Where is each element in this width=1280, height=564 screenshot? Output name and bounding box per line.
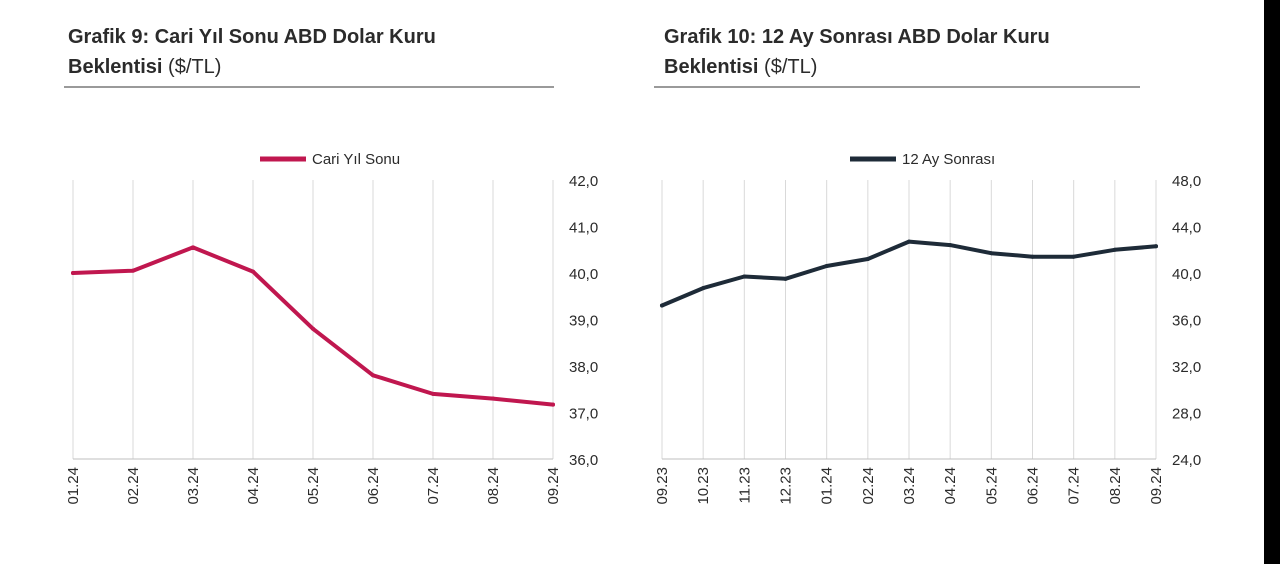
x-tick-label: 01.24: [819, 467, 836, 505]
y-tick-label: 39,0: [569, 313, 598, 330]
data-point: [1112, 247, 1117, 252]
x-tick-label: 07.24: [425, 467, 442, 505]
y-tick-label: 32,0: [1172, 359, 1201, 376]
data-point: [311, 326, 315, 331]
data-point: [742, 274, 747, 279]
chart-title-line2: Beklentisi: [664, 56, 759, 78]
line-chart-svg: 36,0 37,0 38,0 39,0 40,0 41,0 42,0 01.24 02.24 03…: [65, 151, 598, 505]
x-tick-label: 03.24: [185, 467, 202, 505]
x-tick-label: 11.23: [736, 467, 753, 503]
data-point: [989, 251, 994, 256]
x-tick-label: 05.24: [305, 467, 322, 505]
data-point: [865, 257, 870, 262]
x-tick-label: 06.24: [1025, 467, 1042, 505]
chart-title-line1: Grafik 10: 12 Ay Sonrası ABD Dolar Kuru: [664, 26, 1050, 48]
x-tick-label: 01.24: [65, 467, 82, 505]
chart-title-line1: Grafik 9: Cari Yıl Sonu ABD Dolar Kuru: [68, 26, 436, 48]
chart-title: Grafik 10: 12 Ay Sonrası ABD Dolar Kuru …: [664, 22, 1050, 82]
y-tick-label: 41,0: [569, 220, 598, 237]
x-tick-label: 05.24: [983, 467, 1000, 505]
data-point: [1071, 254, 1076, 259]
data-point: [1030, 254, 1035, 259]
legend-label: Cari Yıl Sonu: [312, 151, 400, 168]
chart-title-unit: ($/TL): [168, 56, 222, 78]
data-point: [1154, 244, 1158, 249]
y-tick-label: 48,0: [1172, 173, 1201, 190]
x-tick-label: 07.24: [1066, 467, 1083, 505]
data-point: [431, 391, 435, 396]
y-tick-label: 38,0: [569, 359, 598, 376]
data-point: [371, 373, 375, 378]
y-tick-label: 24,0: [1172, 452, 1201, 469]
y-tick-label: 36,0: [569, 452, 598, 469]
x-tick-label: 09.23: [654, 467, 671, 505]
title-divider: [654, 86, 1140, 88]
x-tick-label: 03.24: [901, 467, 918, 505]
data-point: [191, 245, 195, 250]
x-tick-label: 10.23: [695, 467, 712, 505]
chart-title: Grafik 9: Cari Yıl Sonu ABD Dolar Kuru B…: [68, 22, 436, 82]
data-point: [660, 303, 664, 308]
data-point: [701, 286, 706, 291]
x-tick-label: 09.24: [545, 467, 562, 505]
data-point: [491, 396, 495, 401]
data-point: [783, 276, 788, 281]
y-tick-label: 40,0: [569, 266, 598, 283]
x-tick-label: 08.24: [485, 467, 502, 505]
y-tick-label: 40,0: [1172, 266, 1201, 283]
chart-title-line2: Beklentisi: [68, 56, 163, 78]
chart-panel-left: Grafik 9: Cari Yıl Sonu ABD Dolar Kuru B…: [64, 22, 598, 505]
title-divider: [64, 86, 554, 88]
legend-label: 12 Ay Sonrası: [902, 151, 995, 168]
x-tick-label: 02.24: [860, 467, 877, 505]
chart-title-unit: ($/TL): [764, 56, 818, 78]
y-tick-label: 42,0: [569, 173, 598, 190]
line-chart-svg: 24,0 28,0 32,0 36,0 40,0 44,0 48,0 09.23 10.23 11…: [654, 151, 1201, 505]
data-point: [948, 243, 953, 248]
x-tick-label: 09.24: [1148, 467, 1165, 505]
y-tick-label: 37,0: [569, 406, 598, 423]
screen-edge: [1264, 0, 1280, 564]
x-tick-label: 04.24: [942, 467, 959, 505]
x-tick-label: 12.23: [778, 467, 795, 505]
data-point: [251, 269, 255, 274]
data-point: [824, 264, 829, 269]
data-point: [907, 239, 911, 244]
x-tick-label: 02.24: [125, 467, 142, 505]
data-point: [131, 268, 135, 273]
x-tick-label: 04.24: [245, 467, 262, 505]
y-tick-label: 28,0: [1172, 406, 1201, 423]
x-tick-label: 06.24: [365, 467, 382, 505]
x-tick-label: 08.24: [1107, 467, 1124, 505]
data-point: [551, 402, 555, 407]
data-point: [71, 271, 75, 275]
y-tick-label: 44,0: [1172, 220, 1201, 237]
chart-panel-right: Grafik 10: 12 Ay Sonrası ABD Dolar Kuru …: [640, 0, 1280, 564]
y-tick-label: 36,0: [1172, 313, 1201, 330]
